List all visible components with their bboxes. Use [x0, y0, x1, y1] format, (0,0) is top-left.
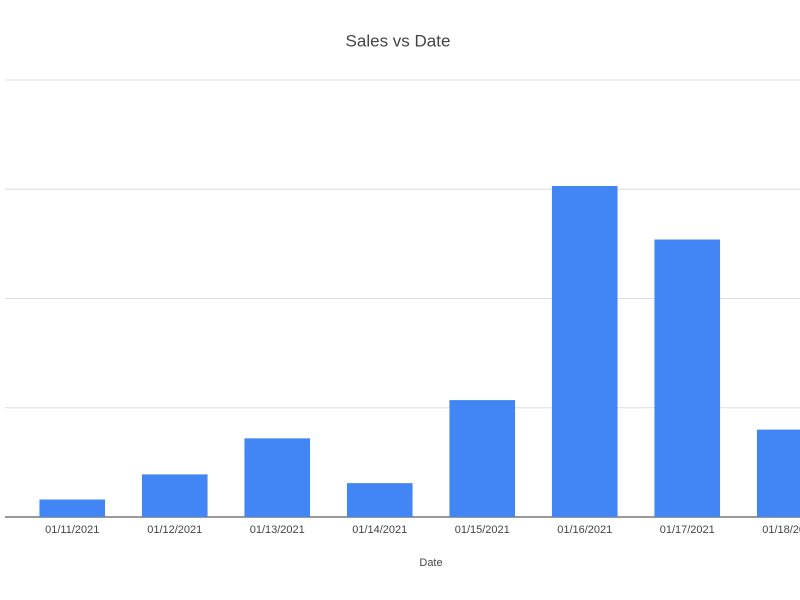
x-tick-label: 01/12/2021 — [147, 524, 202, 536]
bar — [346, 483, 413, 517]
x-tick-label: 01/14/2021 — [352, 524, 407, 536]
x-tick-label: 01/11/2021 — [45, 524, 99, 536]
bar — [141, 474, 208, 517]
x-tick-label: 01/18/2021 — [762, 524, 800, 536]
bar — [39, 499, 106, 517]
x-tick-label: 01/15/2021 — [455, 524, 510, 536]
x-tick-label: 01/13/2021 — [250, 524, 305, 536]
bar — [551, 185, 618, 517]
x-tick-label: 01/16/2021 — [557, 524, 612, 536]
bar — [449, 400, 516, 517]
x-tick-label: 01/17/2021 — [660, 524, 715, 536]
x-axis-label: Date — [419, 557, 442, 569]
bar — [756, 429, 800, 517]
bar — [244, 438, 311, 517]
bar — [654, 239, 721, 517]
chart-title: Sales vs Date — [346, 31, 451, 50]
